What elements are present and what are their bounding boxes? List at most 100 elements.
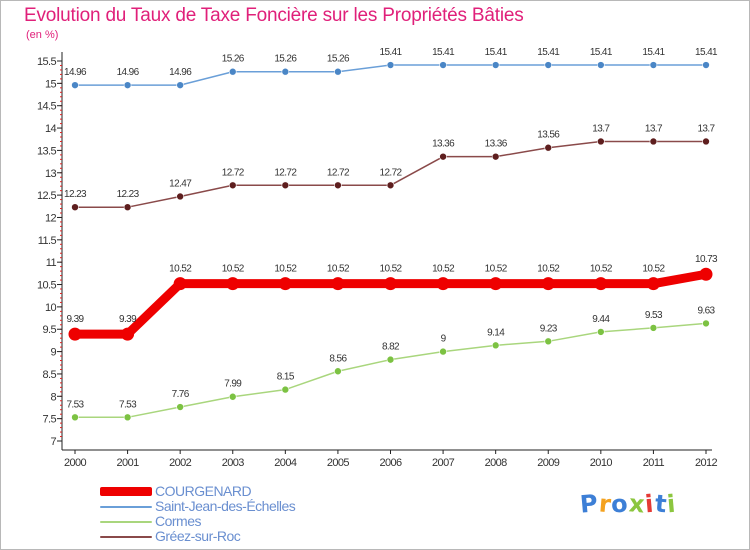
- data-point-saint-jean-des-echelles: [176, 81, 184, 89]
- data-point-courgenard: [68, 327, 82, 341]
- y-tick-label: 11.5: [38, 235, 57, 247]
- data-point-cormes: [176, 403, 184, 411]
- data-point-cormes: [71, 413, 79, 422]
- chart-axes: [60, 52, 712, 451]
- logo-letter: i: [665, 489, 678, 519]
- x-tick-label: 2010: [590, 457, 613, 469]
- data-point-cormes: [228, 392, 237, 401]
- data-label-cormes: 9.44: [592, 314, 610, 325]
- data-label-greez-sur-roc: 13.56: [537, 130, 560, 141]
- y-tick-label: 11: [46, 257, 57, 269]
- data-label-saint-jean-des-echelles: 15.41: [695, 47, 718, 58]
- data-label-courgenard: 10.52: [169, 264, 192, 275]
- data-point-courgenard: [226, 277, 240, 291]
- data-label-courgenard: 10.52: [222, 264, 245, 275]
- data-point-saint-jean-des-echelles: [334, 67, 342, 76]
- data-label-saint-jean-des-echelles: 15.41: [537, 47, 560, 58]
- data-point-greez-sur-roc: [544, 143, 553, 152]
- data-point-courgenard: [173, 277, 187, 291]
- data-point-greez-sur-roc: [281, 181, 290, 190]
- data-label-cormes: 9.53: [645, 310, 663, 321]
- data-label-cormes: 8.15: [277, 372, 295, 383]
- data-point-courgenard: [121, 327, 135, 341]
- y-tick-label: 12: [45, 212, 57, 224]
- data-label-cormes: 7.53: [66, 399, 84, 410]
- data-point-saint-jean-des-echelles: [281, 67, 290, 76]
- data-label-greez-sur-roc: 12.23: [117, 189, 140, 200]
- data-point-saint-jean-des-echelles: [597, 61, 605, 69]
- legend-swatch: [100, 521, 152, 523]
- data-point-greez-sur-roc: [123, 203, 132, 211]
- y-tick-label: 14: [45, 123, 57, 135]
- data-label-greez-sur-roc: 13.7: [645, 123, 663, 134]
- legend-item-greez-sur-roc: Gréez-sur-Roc: [100, 529, 400, 544]
- y-tick-label: 10.5: [37, 280, 56, 292]
- data-label-cormes: 7.53: [119, 399, 137, 410]
- data-point-greez-sur-roc: [71, 203, 79, 211]
- data-label-greez-sur-roc: 13.7: [592, 123, 610, 134]
- y-tick-label: 13: [45, 168, 57, 180]
- proxiti-logo: Proxiti: [578, 489, 678, 519]
- data-label-cormes: 9: [441, 334, 447, 345]
- data-point-cormes: [597, 328, 605, 336]
- data-label-cormes: 7.76: [172, 389, 190, 400]
- data-point-cormes: [544, 337, 553, 346]
- logo-letter: P: [578, 489, 600, 519]
- data-label-saint-jean-des-echelles: 15.41: [432, 47, 455, 58]
- data-point-courgenard: [331, 277, 345, 291]
- legend-label: Gréez-sur-Roc: [155, 528, 241, 544]
- x-tick-label: 2004: [274, 457, 297, 469]
- data-label-courgenard: 10.52: [537, 264, 560, 275]
- data-point-cormes: [386, 355, 395, 364]
- chart-legend: COURGENARD Saint-Jean-des-Échelles Cormes G…: [100, 484, 400, 544]
- data-label-greez-sur-roc: 12.72: [327, 167, 350, 178]
- data-point-saint-jean-des-echelles: [649, 61, 658, 69]
- data-label-cormes: 9.63: [697, 305, 715, 316]
- x-tick-label: 2002: [169, 457, 192, 469]
- data-label-cormes: 9.14: [487, 327, 505, 338]
- data-label-cormes: 7.99: [224, 379, 242, 390]
- data-label-courgenard: 10.52: [590, 264, 613, 275]
- data-label-courgenard: 10.73: [695, 254, 718, 265]
- data-label-courgenard: 9.39: [66, 314, 84, 325]
- x-tick-label: 2003: [222, 457, 245, 469]
- data-point-greez-sur-roc: [228, 181, 237, 190]
- x-tick-label: 2007: [432, 457, 455, 469]
- legend-label: COURGENARD: [155, 483, 252, 499]
- data-point-saint-jean-des-echelles: [439, 61, 447, 69]
- data-label-saint-jean-des-echelles: 15.26: [222, 54, 245, 65]
- legend-item-courgenard: COURGENARD: [100, 484, 400, 499]
- data-label-courgenard: 9.39: [119, 314, 137, 325]
- data-label-courgenard: 10.52: [642, 264, 665, 275]
- data-point-courgenard: [594, 277, 608, 291]
- data-label-cormes: 8.82: [382, 342, 400, 353]
- data-point-cormes: [123, 413, 132, 422]
- data-point-greez-sur-roc: [386, 181, 395, 190]
- y-tick-label: 7.5: [43, 414, 57, 426]
- data-label-courgenard: 10.52: [379, 264, 402, 275]
- data-label-courgenard: 10.52: [432, 264, 455, 275]
- data-label-saint-jean-des-echelles: 14.96: [117, 67, 140, 78]
- data-label-greez-sur-roc: 12.72: [222, 167, 245, 178]
- legend-item-cormes: Cormes: [100, 514, 400, 529]
- data-point-cormes: [649, 324, 658, 332]
- data-label-saint-jean-des-echelles: 15.41: [642, 47, 665, 58]
- data-point-courgenard: [541, 277, 555, 291]
- y-tick-label: 9: [50, 347, 56, 359]
- data-label-saint-jean-des-echelles: 14.96: [169, 67, 192, 78]
- y-unit-label: (en %): [26, 29, 59, 41]
- data-label-greez-sur-roc: 13.7: [697, 123, 715, 134]
- data-point-courgenard: [436, 277, 450, 291]
- data-label-greez-sur-roc: 12.23: [64, 189, 87, 200]
- y-tick-label: 12.5: [37, 190, 56, 202]
- y-tick-label: 9.5: [43, 324, 57, 336]
- y-tick-label: 15: [45, 78, 57, 90]
- data-point-cormes: [491, 341, 500, 350]
- data-label-greez-sur-roc: 12.72: [379, 167, 402, 178]
- data-label-saint-jean-des-echelles: 15.41: [485, 47, 508, 58]
- x-tick-label: 2008: [485, 457, 508, 469]
- x-tick-label: 2005: [327, 457, 350, 469]
- data-label-saint-jean-des-echelles: 15.41: [590, 47, 613, 58]
- data-label-courgenard: 10.52: [274, 264, 297, 275]
